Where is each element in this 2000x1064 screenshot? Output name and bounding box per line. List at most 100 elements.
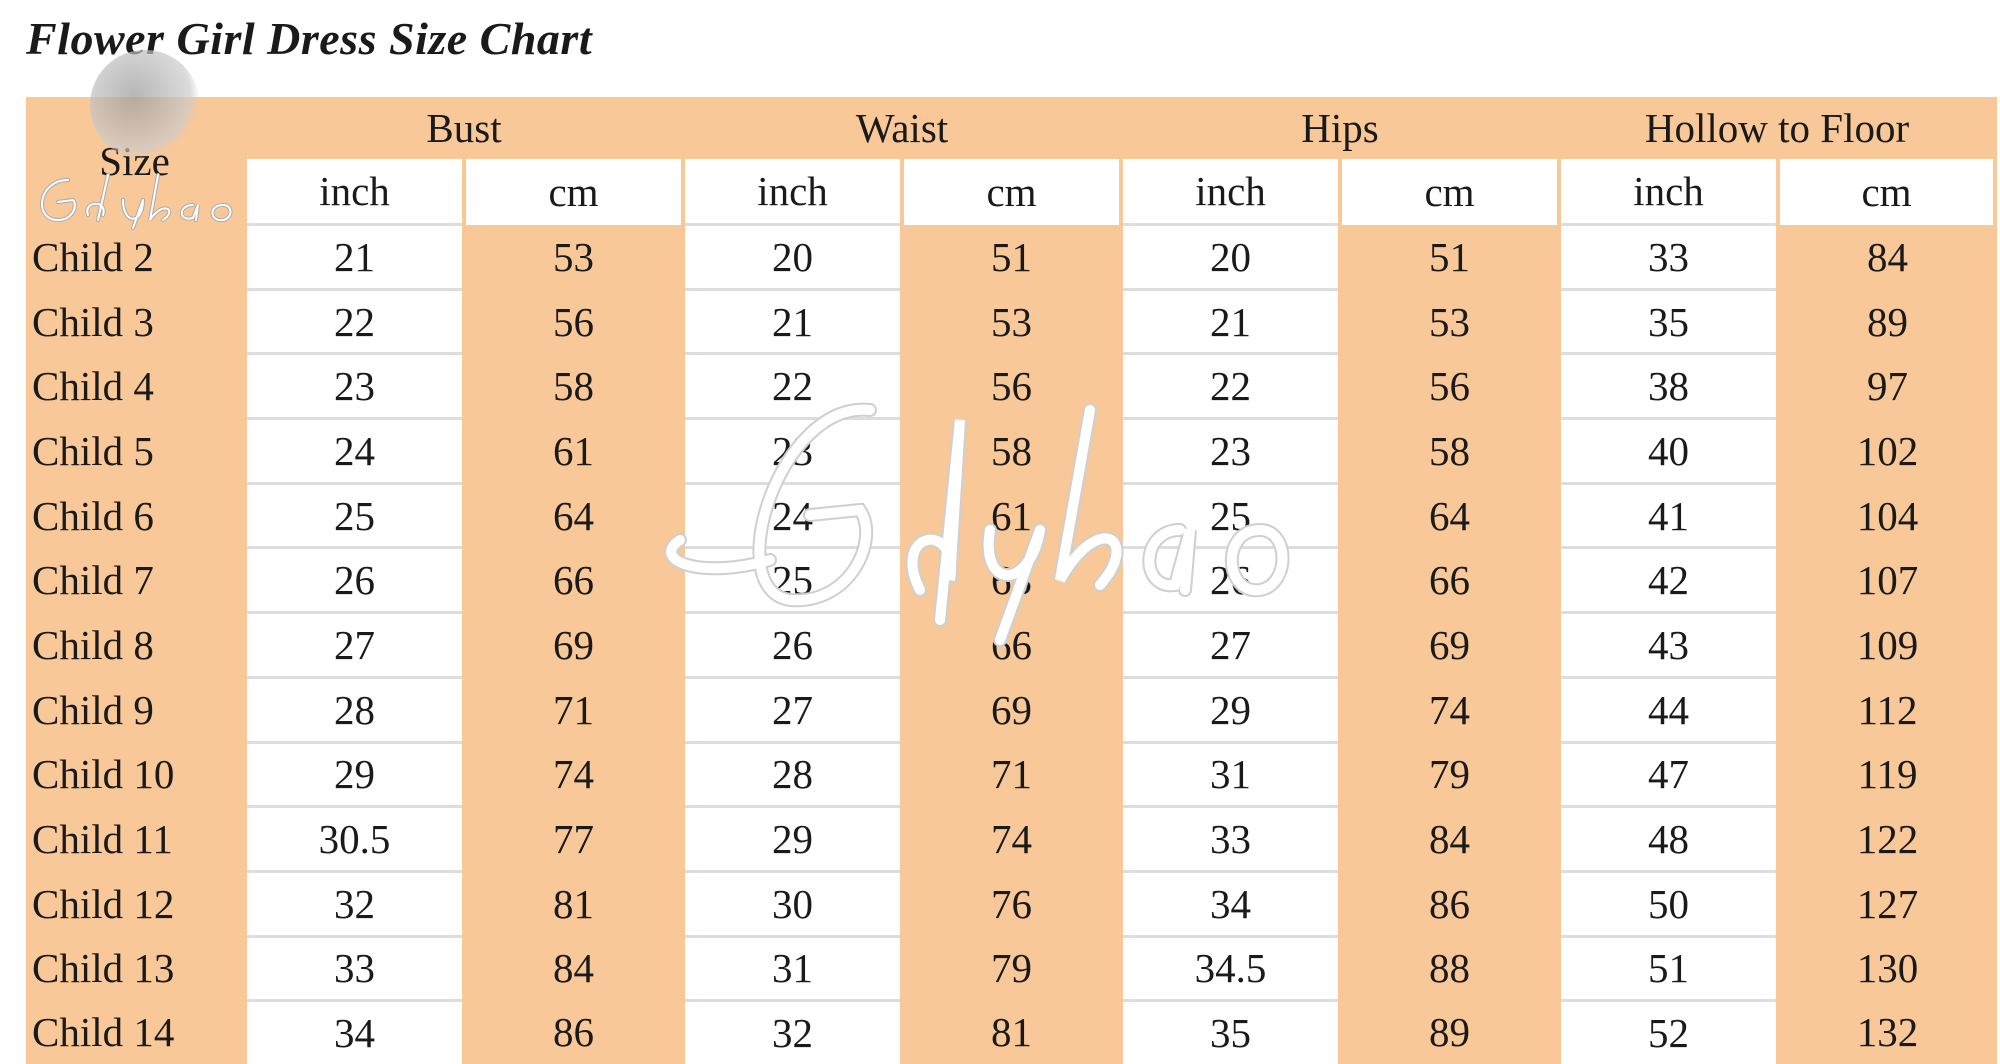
- unit-header-inch: inch: [243, 159, 466, 225]
- size-cell: Child 13: [32, 945, 175, 992]
- inch-cell: 51: [1557, 934, 1780, 1001]
- inch-cell: 38: [1557, 352, 1780, 419]
- cm-cell: 56: [1340, 353, 1559, 419]
- inch-cell: 50: [1557, 869, 1780, 937]
- cm-cell: 88: [1340, 936, 1559, 1001]
- inch-cell: 42: [1557, 546, 1780, 613]
- inch-cell: 34: [1119, 869, 1342, 937]
- size-cell: Child 8: [32, 621, 154, 668]
- inch-cell: 33: [243, 934, 466, 1001]
- cm-cell: 84: [1778, 224, 1995, 290]
- header-group-row: Size Bust Waist Hips Hollow to Floor: [26, 97, 1995, 184]
- unit-header-cm: cm: [462, 159, 685, 225]
- inch-cell: 26: [681, 611, 904, 678]
- cm-cell: 84: [1340, 806, 1559, 872]
- cm-cell: 79: [902, 936, 1121, 1001]
- size-cell: Child 11: [32, 816, 173, 863]
- cm-cell: 63: [902, 547, 1121, 613]
- cm-cell: 71: [902, 742, 1121, 807]
- table-row: Child 10 29 74 28 71 31 79 47 119: [26, 740, 1995, 807]
- inch-cell: 43: [1557, 611, 1780, 678]
- cm-cell: 81: [464, 871, 683, 937]
- inch-cell: 28: [681, 740, 904, 807]
- cm-cell: 58: [902, 418, 1121, 484]
- cm-cell: 104: [1778, 483, 1995, 548]
- inch-cell: 48: [1557, 805, 1780, 872]
- inch-cell: 25: [1119, 481, 1342, 548]
- cm-cell: 130: [1778, 936, 1995, 1001]
- inch-cell: 26: [1119, 546, 1342, 613]
- size-header: Size: [99, 137, 170, 184]
- inch-cell: 40: [1557, 417, 1780, 484]
- cm-cell: 122: [1778, 806, 1995, 872]
- inch-cell: 27: [1119, 611, 1342, 678]
- table-row: Child 3 22 56 21 53 21 53 35 89: [26, 287, 1995, 354]
- inch-cell: 20: [1119, 223, 1342, 290]
- size-cell: Child 14: [32, 1009, 175, 1056]
- inch-cell: 28: [243, 675, 466, 742]
- size-cell: Child 4: [32, 363, 154, 410]
- cm-cell: 89: [1340, 1000, 1559, 1064]
- inch-cell: 30: [681, 869, 904, 937]
- unit-header-cm: cm: [1776, 159, 1997, 225]
- cm-cell: 102: [1778, 418, 1995, 484]
- size-cell: Child 6: [32, 492, 154, 539]
- cm-cell: 51: [1340, 224, 1559, 290]
- cm-cell: 58: [1340, 418, 1559, 484]
- hollow-to-floor-header: Hollow to Floor: [1644, 105, 1910, 151]
- cm-cell: 51: [902, 224, 1121, 290]
- cm-cell: 107: [1778, 547, 1995, 613]
- size-chart-table: Size Bust Waist Hips Hollow to Floor inc…: [26, 97, 1997, 1064]
- cm-cell: 53: [1340, 289, 1559, 354]
- table-row: Child 12 32 81 30 76 34 86 50 127: [26, 869, 1995, 937]
- cm-cell: 56: [464, 289, 683, 354]
- size-cell: Child 3: [32, 298, 154, 345]
- cm-cell: 74: [902, 806, 1121, 872]
- size-cell: Child 9: [32, 686, 154, 733]
- inch-cell: 35: [1557, 287, 1780, 354]
- inch-cell: 20: [681, 223, 904, 290]
- inch-cell: 27: [243, 611, 466, 678]
- table-row: Child 2 21 53 20 51 20 51 33 84: [26, 223, 1995, 290]
- cm-cell: 86: [464, 1000, 683, 1064]
- cm-cell: 127: [1778, 871, 1995, 937]
- cm-cell: 112: [1778, 677, 1995, 742]
- inch-cell: 24: [681, 481, 904, 548]
- cm-cell: 61: [464, 418, 683, 484]
- inch-cell: 25: [243, 481, 466, 548]
- bust-header: Bust: [426, 105, 502, 151]
- inch-cell: 23: [681, 417, 904, 484]
- unit-header-inch: inch: [1119, 159, 1342, 225]
- cm-cell: 76: [902, 871, 1121, 937]
- cm-cell: 86: [1340, 871, 1559, 937]
- table-row: Child 7 26 66 25 63 26 66 42 107: [26, 546, 1995, 613]
- inch-cell: 33: [1119, 805, 1342, 872]
- inch-cell: 29: [1119, 675, 1342, 742]
- inch-cell: 29: [681, 805, 904, 872]
- cm-cell: 97: [1778, 353, 1995, 419]
- cm-cell: 79: [1340, 742, 1559, 807]
- waist-header: Waist: [855, 105, 949, 151]
- table-row: Child 5 24 61 23 58 23 58 40 102: [26, 417, 1995, 484]
- cm-cell: 71: [464, 677, 683, 742]
- cm-cell: 61: [902, 483, 1121, 548]
- table-row: Child 9 28 71 27 69 29 74 44 112: [26, 675, 1995, 742]
- table-row: Child 4 23 58 22 56 22 56 38 97: [26, 352, 1995, 419]
- inch-cell: 22: [681, 352, 904, 419]
- unit-header-inch: inch: [681, 159, 904, 225]
- cm-cell: 66: [1340, 547, 1559, 613]
- table-row: Child 6 25 64 24 61 25 64 41 104: [26, 481, 1995, 548]
- unit-header-cm: cm: [1338, 159, 1561, 225]
- cm-cell: 74: [464, 742, 683, 807]
- inch-cell: 21: [1119, 287, 1342, 354]
- hips-header: Hips: [1301, 105, 1379, 151]
- size-cell: Child 5: [32, 427, 154, 474]
- table-body: Child 2 21 53 20 51 20 51 33 84 Child 3 22 56 21 53 21…: [26, 223, 1995, 1064]
- cm-cell: 69: [464, 612, 683, 678]
- inch-cell: 47: [1557, 740, 1780, 807]
- cm-cell: 119: [1778, 742, 1995, 807]
- inch-cell: 34: [243, 999, 466, 1064]
- table-row: Child 11 30.5 77 29 74 33 84 48 122: [26, 805, 1995, 872]
- unit-header-inch: inch: [1557, 159, 1780, 225]
- cm-cell: 64: [1340, 483, 1559, 548]
